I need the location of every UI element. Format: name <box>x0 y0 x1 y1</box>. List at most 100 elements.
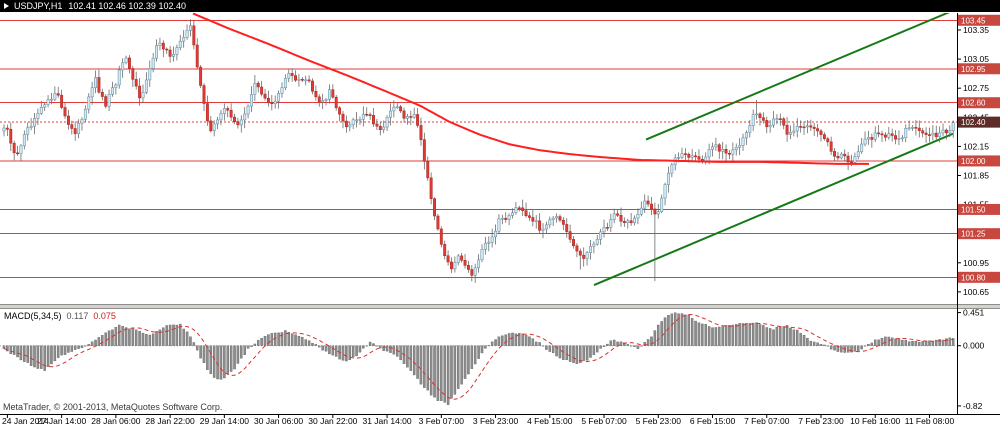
bull-candle <box>182 37 186 42</box>
tag-bg <box>958 97 1000 109</box>
macd-bar <box>521 333 524 346</box>
macd-bar <box>677 313 680 346</box>
macd-bar <box>640 345 643 347</box>
bear-candle <box>531 217 535 222</box>
macd-bar <box>104 332 107 346</box>
bull-candle <box>172 54 175 57</box>
macd-bar <box>182 328 185 346</box>
bear-candle <box>104 96 108 107</box>
symbol-timeframe-label: USDJPY,H1 <box>14 1 63 11</box>
bull-candle <box>117 69 121 86</box>
macd-bar <box>273 332 277 346</box>
macd-bar <box>348 345 352 361</box>
bull-candle <box>636 214 640 219</box>
macd-axis[interactable]: 0.451 0.000 -0.82 <box>957 308 985 411</box>
bear-candle <box>450 261 453 270</box>
bear-candle <box>226 108 230 111</box>
upper-channel-line <box>645 13 950 141</box>
macd-bar <box>901 340 904 346</box>
macd-axis-label: 0.000 <box>963 341 985 351</box>
bull-candle <box>595 239 599 245</box>
bull-candle <box>324 99 328 101</box>
bear-candle <box>73 128 77 134</box>
bull-candle <box>487 241 491 244</box>
bear-candle <box>134 79 138 87</box>
current-price-tag: 102.40 <box>958 116 1000 128</box>
macd-bar <box>70 345 74 352</box>
macd-bar <box>870 342 874 346</box>
indicator-name: MACD(5,34,5) <box>4 311 62 321</box>
macd-bar <box>775 326 779 346</box>
bull-candle <box>911 127 914 129</box>
macd-bar <box>233 345 236 370</box>
bull-candle <box>534 220 538 223</box>
bear-candle <box>460 255 464 261</box>
macd-bar <box>243 345 246 355</box>
macd-bar <box>307 340 311 346</box>
bear-candle <box>629 220 633 224</box>
macd-bar <box>77 345 80 349</box>
candles <box>2 25 955 276</box>
macd-bar <box>670 313 674 346</box>
bear-candle <box>785 125 789 135</box>
macd-bar <box>890 337 894 346</box>
bear-candle <box>819 130 823 135</box>
macd-bar <box>155 331 158 346</box>
bull-candle <box>90 87 94 98</box>
macd-bar <box>267 334 270 346</box>
macd-bar <box>223 345 226 379</box>
bear-candle <box>419 125 423 140</box>
time-label: 30 Jan 22:00 <box>308 416 357 426</box>
bull-candle <box>555 216 559 219</box>
pane-separator[interactable] <box>0 304 1000 309</box>
bear-candle <box>60 94 64 108</box>
bull-candle <box>507 215 511 220</box>
bull-candle <box>633 217 636 224</box>
bull-candle <box>43 104 47 108</box>
bull-candle <box>412 114 416 118</box>
bull-candle <box>931 132 935 136</box>
bear-candle <box>521 207 525 211</box>
macd-bar <box>707 326 711 346</box>
macd-bar <box>758 324 762 346</box>
tag-bg <box>958 155 1000 167</box>
bear-candle <box>697 156 701 160</box>
bull-candle <box>361 113 365 120</box>
bull-candle <box>805 125 809 128</box>
macd-bar <box>629 345 633 347</box>
bull-candle <box>677 157 681 159</box>
macd-bar <box>687 314 691 346</box>
macd-bar <box>538 342 541 346</box>
macd-bar <box>206 345 209 370</box>
macd-bar <box>90 341 94 346</box>
tag-text: 101.50 <box>961 205 986 214</box>
time-label: 24 Jan 2014 <box>2 416 49 426</box>
bull-candle <box>273 100 277 105</box>
bear-candle <box>422 139 426 162</box>
bull-candle <box>297 78 301 81</box>
price-axis[interactable]: 103.35103.05102.75102.45102.15101.85101.… <box>957 13 1000 414</box>
macd-bar <box>358 345 362 353</box>
bear-candle <box>877 132 881 135</box>
macd-bar <box>470 345 474 369</box>
bull-candle <box>541 228 545 231</box>
bull-candle <box>151 57 155 69</box>
macd-bar <box>897 338 901 346</box>
macd-bar <box>185 331 189 346</box>
macd-bar <box>107 330 111 346</box>
bull-candle <box>663 184 667 199</box>
bull-candle <box>253 82 257 95</box>
macd-bar <box>704 324 707 346</box>
macd-bar <box>697 322 701 346</box>
bear-candle <box>782 118 786 126</box>
macd-bar <box>457 345 460 389</box>
bull-candle <box>887 133 891 138</box>
macd-bar <box>534 341 538 346</box>
macd-bar <box>240 345 243 359</box>
bull-candle <box>490 236 494 243</box>
macd-bar <box>84 345 87 347</box>
bull-candle <box>107 94 111 107</box>
